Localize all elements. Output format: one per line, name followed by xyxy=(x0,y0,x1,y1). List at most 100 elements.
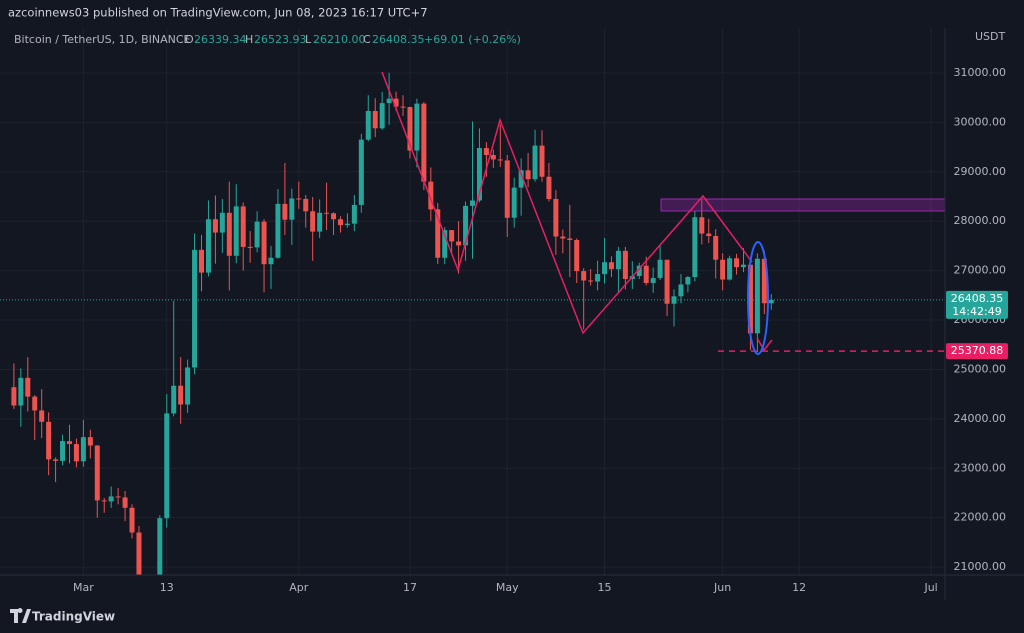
y-tick-label: 27000.00 xyxy=(954,264,1007,277)
candle-body xyxy=(122,497,128,508)
x-tick-label: 12 xyxy=(792,581,806,594)
y-tick-label: 29000.00 xyxy=(954,165,1007,178)
candle-body xyxy=(664,259,670,304)
candle-body xyxy=(178,385,184,405)
candle-body xyxy=(282,203,288,220)
legend-o: O xyxy=(185,33,194,46)
candle-body xyxy=(268,257,274,265)
candle-body xyxy=(747,264,753,334)
candle-body xyxy=(622,250,628,280)
last-price-label: 26408.35 xyxy=(951,292,1004,305)
candle-body xyxy=(706,233,712,237)
candle-body xyxy=(546,176,552,199)
candle-body xyxy=(470,200,475,206)
candle-body xyxy=(115,496,121,498)
candle-body xyxy=(25,377,31,397)
candle-body xyxy=(365,111,371,140)
candle-body xyxy=(136,532,142,575)
candle-body xyxy=(94,445,100,501)
candle-body xyxy=(289,198,295,220)
candle-body xyxy=(317,212,323,232)
candle-body xyxy=(734,258,740,268)
legend-high: 26523.93 xyxy=(254,33,307,46)
y-tick-label: 23000.00 xyxy=(954,461,1007,474)
candle-body xyxy=(219,212,225,233)
drawings xyxy=(381,71,945,355)
candle-body xyxy=(87,437,93,446)
candle-body xyxy=(372,111,378,129)
candle-body xyxy=(324,212,330,214)
candle-body xyxy=(650,278,656,283)
candle-body xyxy=(442,230,448,258)
candle-body xyxy=(386,98,392,104)
plot-area xyxy=(0,72,945,575)
candle-body xyxy=(608,262,614,270)
candle-body xyxy=(247,246,253,248)
candle-body xyxy=(581,271,587,281)
candle-body xyxy=(483,148,489,155)
candle-body xyxy=(129,507,135,533)
candle-body xyxy=(699,217,705,234)
legend-open: 26339.34 xyxy=(194,33,247,46)
candle-body xyxy=(740,264,746,268)
candle-body xyxy=(212,219,218,233)
candle-body xyxy=(518,170,524,188)
candle-body xyxy=(567,238,573,240)
legend-change: +69.01 (+0.26%) xyxy=(424,33,521,46)
candle-body xyxy=(261,221,267,265)
candle-body xyxy=(595,274,601,282)
y-tick-label: 31000.00 xyxy=(954,66,1007,79)
candle-body xyxy=(73,444,79,462)
candle-body xyxy=(456,241,462,246)
legend-l: L xyxy=(305,33,312,46)
candle-body xyxy=(720,259,726,280)
candle-body xyxy=(80,437,86,462)
x-tick-label: May xyxy=(496,581,519,594)
x-tick-label: 17 xyxy=(403,581,417,594)
candle-body xyxy=(435,209,441,258)
x-tick-label: Jun xyxy=(713,581,731,594)
candle-body xyxy=(678,284,684,297)
candle-body xyxy=(511,187,517,218)
zigzag-pattern xyxy=(381,71,753,335)
candle-body xyxy=(379,103,385,129)
candle-body xyxy=(53,459,59,461)
candle-body xyxy=(240,206,246,247)
candle-body xyxy=(463,205,469,246)
candle-body xyxy=(768,299,774,304)
candle-body xyxy=(400,106,406,108)
candle-body xyxy=(11,387,17,406)
candle-body xyxy=(497,159,503,161)
candle-body xyxy=(275,203,281,258)
candle-body xyxy=(615,250,621,270)
countdown-label: 14:42:49 xyxy=(952,305,1001,318)
candle-body xyxy=(60,441,66,461)
candle-body xyxy=(310,211,316,232)
candle-body xyxy=(643,265,649,283)
candle-body xyxy=(602,262,608,275)
candle-body xyxy=(351,204,357,224)
candle-body xyxy=(66,441,72,445)
candle-body xyxy=(414,103,420,151)
x-tick-label: 13 xyxy=(160,581,174,594)
chart-title: azcoinnews03 published on TradingView.co… xyxy=(8,6,428,20)
x-tick-label: Jul xyxy=(923,581,937,594)
candle-body xyxy=(539,145,545,177)
candle-body xyxy=(636,265,642,277)
candle-body xyxy=(657,259,663,279)
candle-body xyxy=(476,148,482,201)
candle-body xyxy=(671,296,677,304)
candle-body xyxy=(192,249,198,368)
candle-body xyxy=(164,413,170,519)
candle-body xyxy=(32,396,38,411)
watermark: TradingView xyxy=(10,608,115,624)
candle-body xyxy=(692,217,698,278)
resistance-zone xyxy=(660,198,945,212)
candle-body xyxy=(574,239,580,272)
logo xyxy=(10,608,31,623)
candle-body xyxy=(727,258,733,280)
candle-body xyxy=(254,221,260,248)
candle-body xyxy=(101,500,107,502)
y-tick-label: 28000.00 xyxy=(954,214,1007,227)
